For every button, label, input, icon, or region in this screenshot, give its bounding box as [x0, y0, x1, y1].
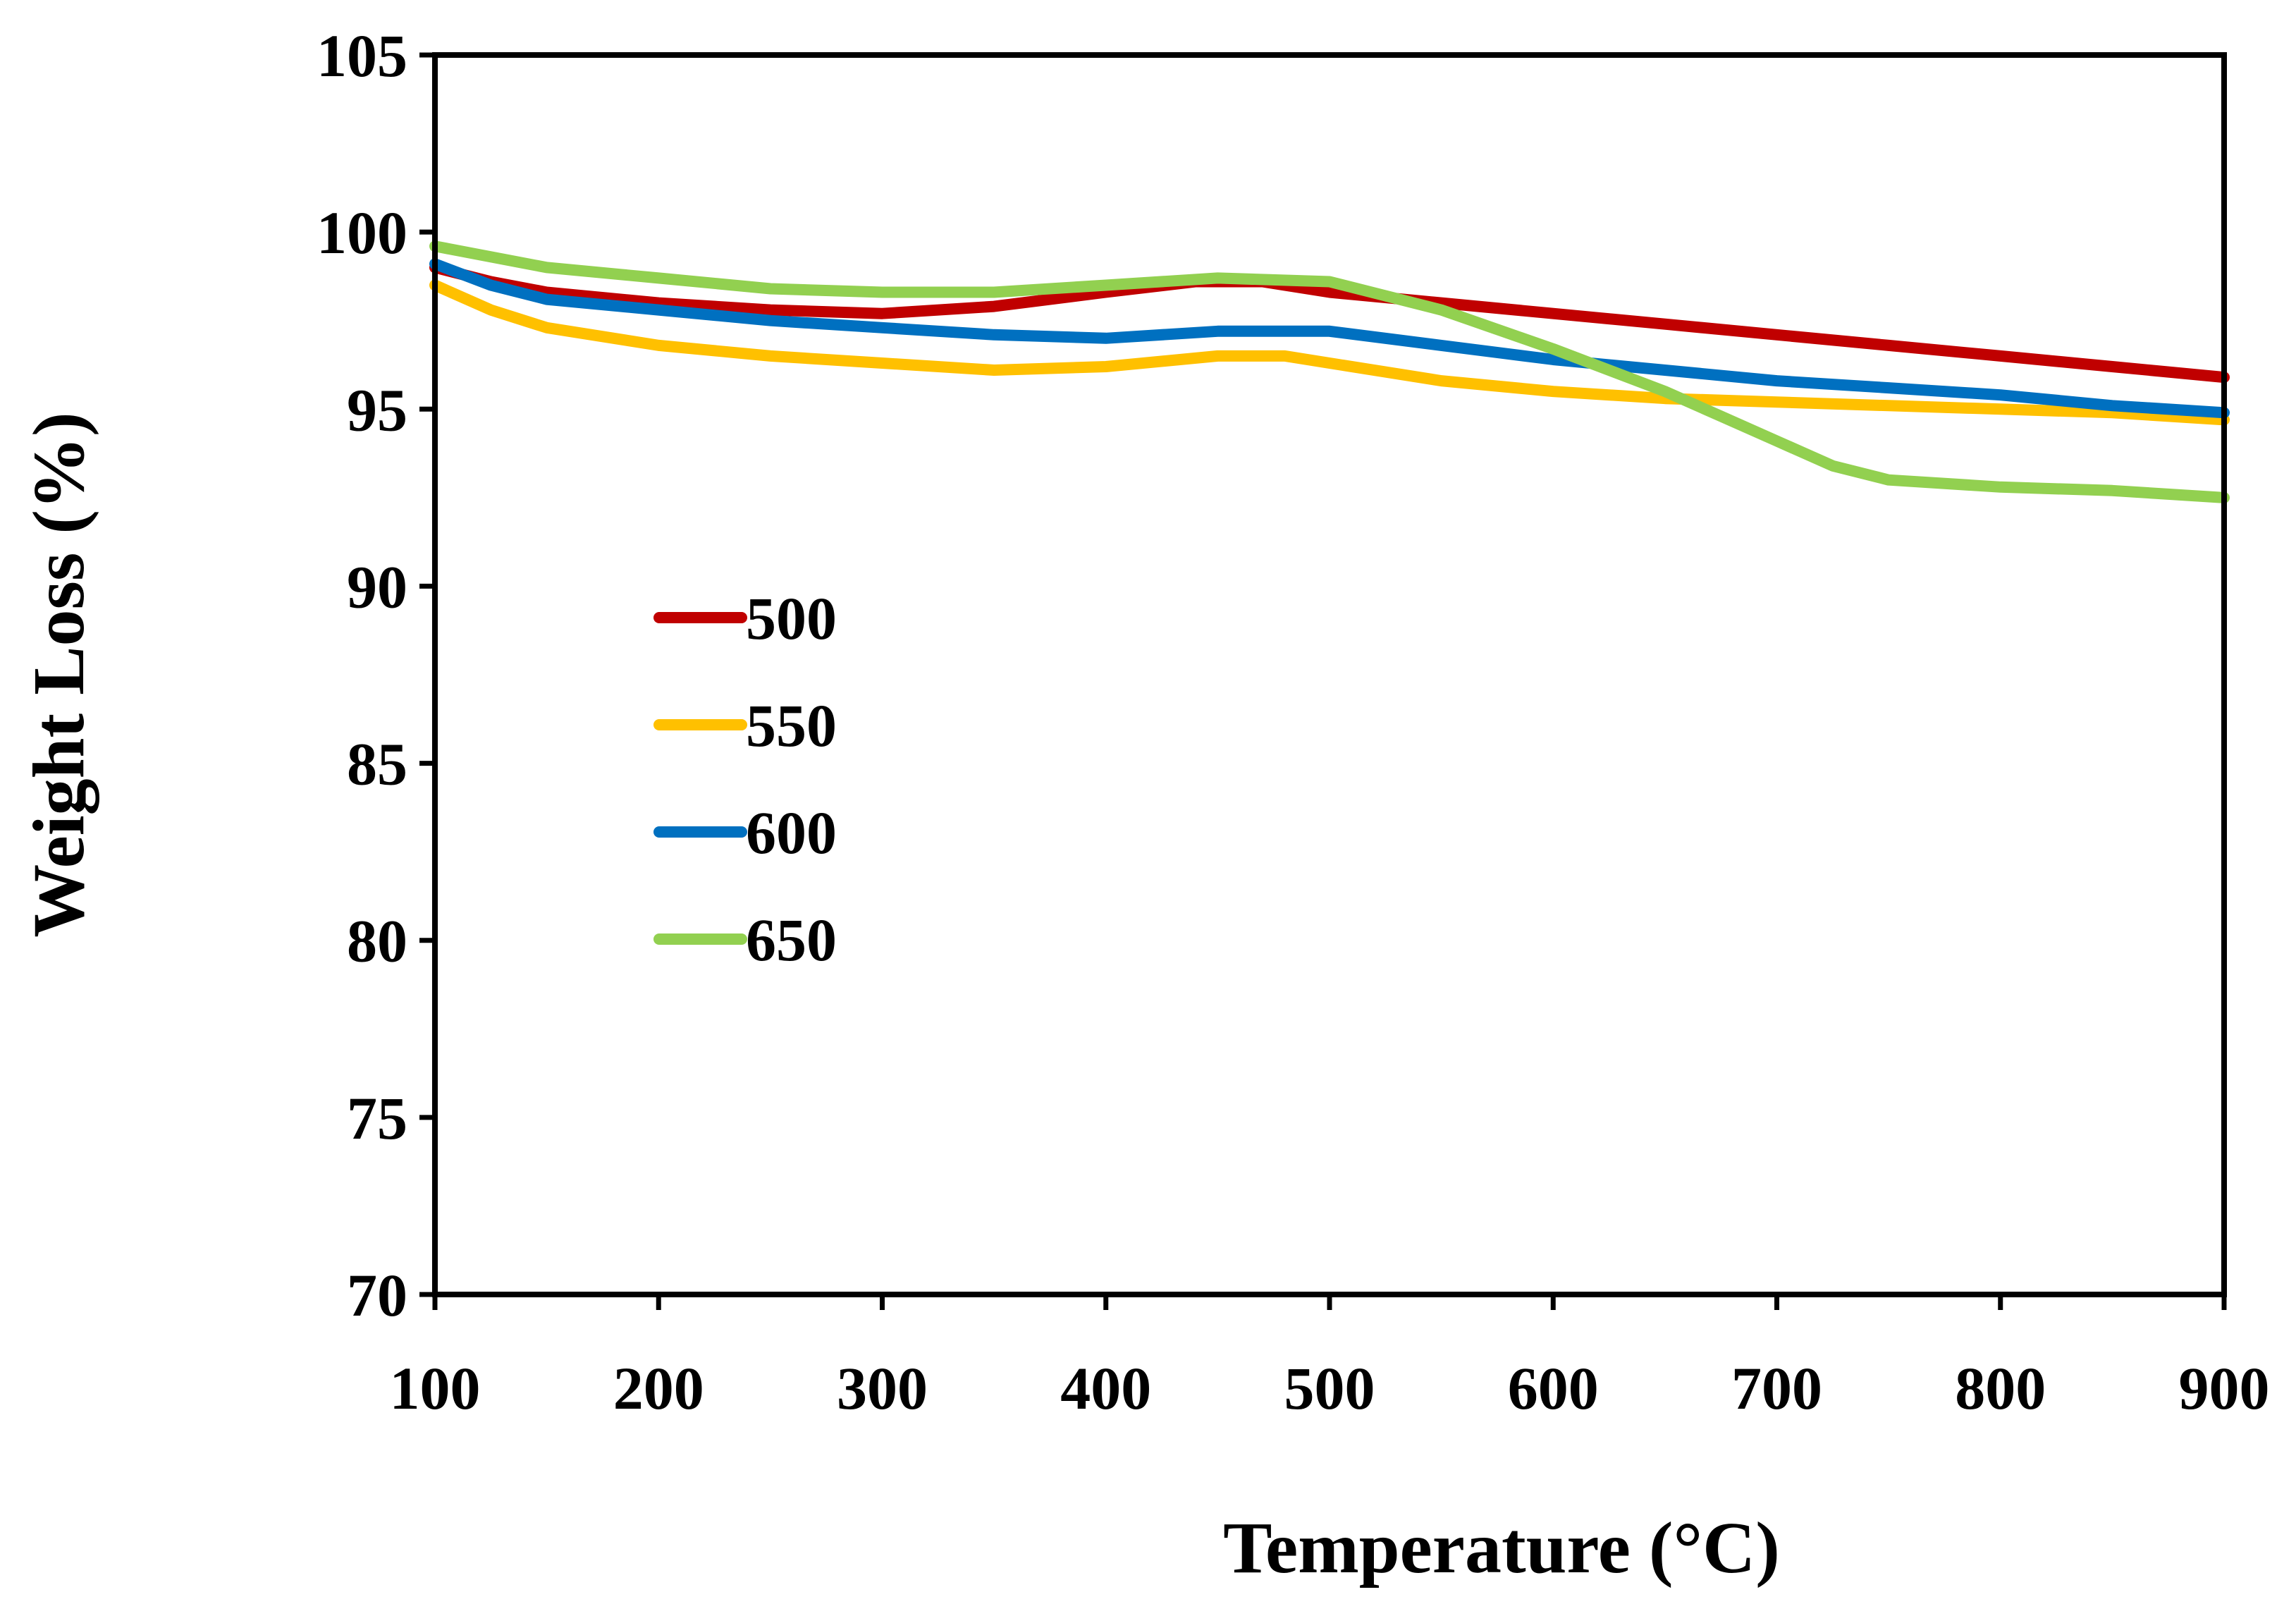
y-tick-label: 100: [317, 199, 407, 267]
ticks-layer: 100 200 300 400 500 600 700 800 900 70 75 80 85 90 95 1…: [317, 22, 2270, 1422]
x-axis-title: Temperature (°C): [1223, 1507, 1780, 1588]
x-tick-label: 600: [1508, 1354, 1599, 1422]
y-tick-label: 95: [347, 376, 407, 443]
series-layer: [429, 240, 2230, 503]
y-tick-label: 70: [347, 1261, 407, 1329]
series-line-650: [429, 240, 2230, 503]
x-tick-label: 900: [2179, 1354, 2270, 1422]
y-axis-title: Weight Loss (%): [18, 412, 99, 937]
legend-label-500: 500: [746, 584, 837, 652]
x-tick-label: 200: [613, 1354, 704, 1422]
series-line-550: [429, 279, 2230, 426]
x-tick-label: 700: [1731, 1354, 1822, 1422]
plot-frame: [432, 52, 2227, 1297]
x-tick-label: 100: [390, 1354, 481, 1422]
y-tick-label: 80: [347, 907, 407, 975]
y-tick-label: 105: [317, 22, 407, 90]
y-tick-label: 75: [347, 1084, 407, 1152]
x-tick-label: 400: [1060, 1354, 1151, 1422]
x-tick-label: 800: [1955, 1354, 2046, 1422]
legend-label-550: 550: [746, 692, 837, 759]
y-tick-label: 85: [347, 730, 407, 798]
y-tick-label: 90: [347, 553, 407, 620]
legend-label-600: 600: [746, 799, 837, 867]
legend: 500 550 600 650: [653, 584, 837, 974]
x-tick-label: 300: [837, 1354, 928, 1422]
legend-label-650: 650: [746, 906, 837, 974]
series-line-600: [429, 258, 2230, 419]
x-tick-label: 500: [1284, 1354, 1375, 1422]
